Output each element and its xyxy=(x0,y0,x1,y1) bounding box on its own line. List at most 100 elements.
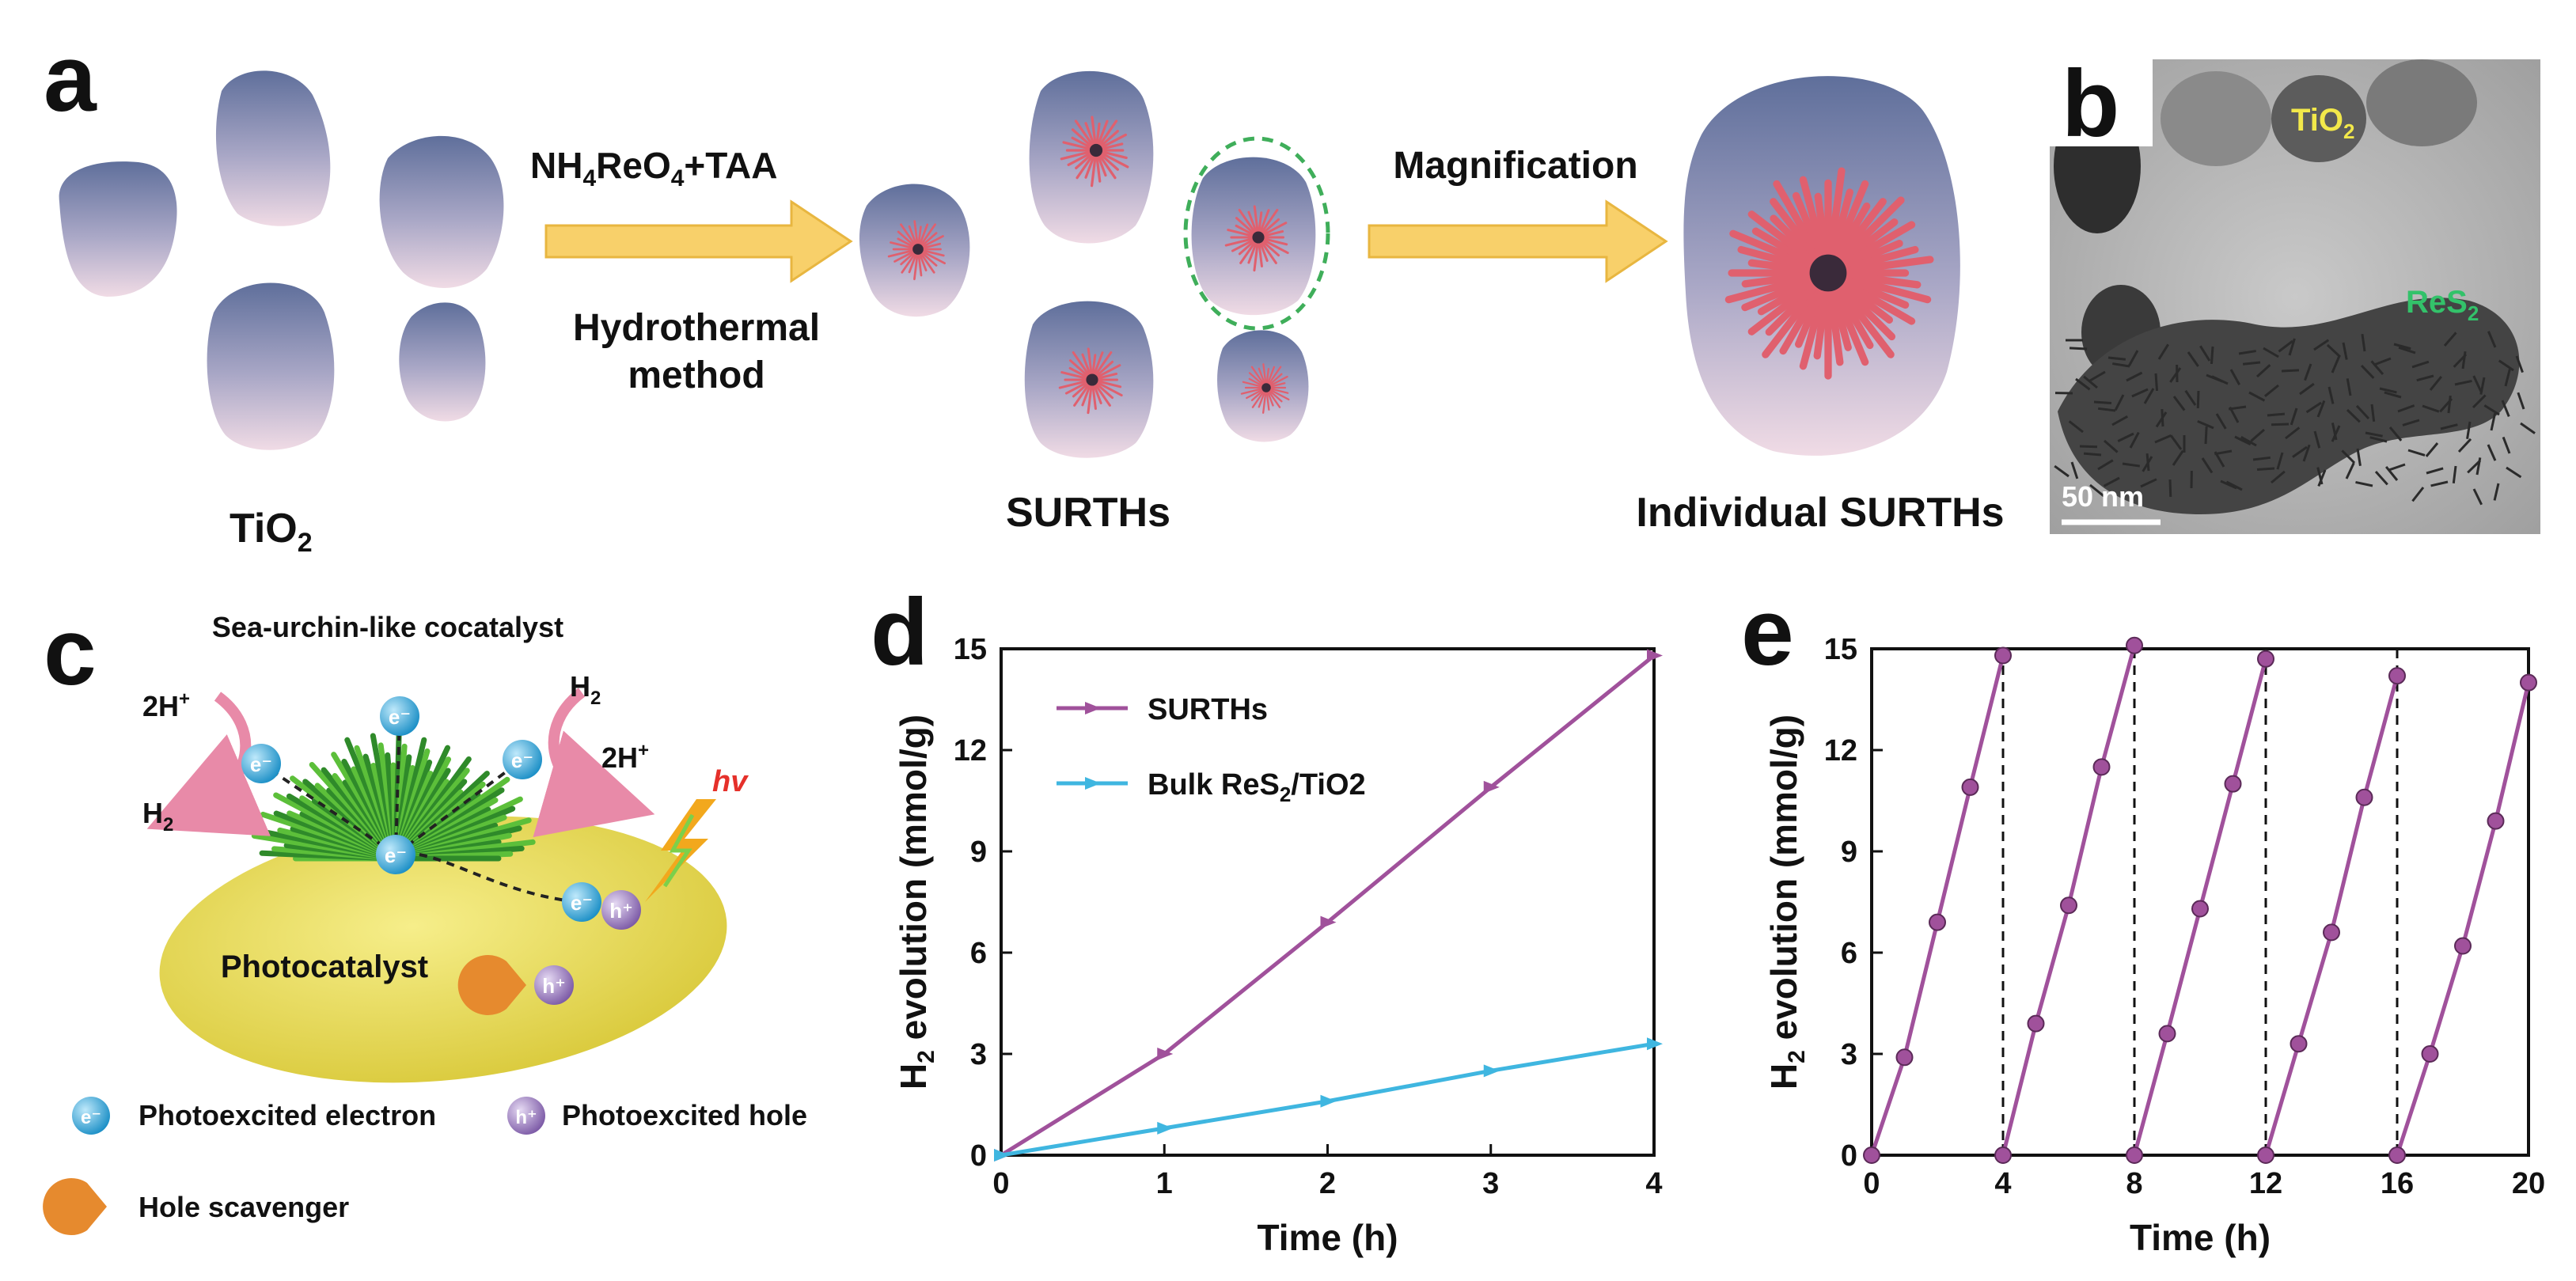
tem-label-res2: ReS2 xyxy=(2406,285,2479,325)
data-point xyxy=(1994,1146,2012,1164)
y-axis-label: H2 evolution (mmol/g) xyxy=(1763,714,1810,1090)
tem-flake xyxy=(2104,439,2119,453)
tem-flake xyxy=(2154,434,2172,444)
reaction-arrow xyxy=(544,199,853,283)
label-magnification: Magnification xyxy=(1393,145,1637,187)
y-tick-label: 3 xyxy=(1841,1038,1857,1071)
tem-flake xyxy=(2112,362,2130,368)
tem-texture xyxy=(2054,331,2536,506)
data-point xyxy=(2323,923,2340,942)
data-point xyxy=(2126,636,2143,654)
x-tick-label: 0 xyxy=(1863,1167,1880,1200)
tem-flake xyxy=(2131,388,2149,398)
tem-flake xyxy=(2487,444,2497,461)
tem-flake xyxy=(2103,476,2120,487)
x-tick-label: 4 xyxy=(1994,1167,2011,1200)
tem-flake xyxy=(2214,451,2225,468)
x-tick-label: 20 xyxy=(2512,1167,2545,1200)
tem-flake xyxy=(2111,415,2128,426)
data-point xyxy=(2027,1014,2045,1033)
tem-flake xyxy=(2384,391,2402,399)
electron: e⁻ xyxy=(562,882,601,922)
tio2-particle xyxy=(399,302,486,422)
data-point xyxy=(2388,1146,2406,1164)
x-tick-label: 4 xyxy=(1645,1167,1662,1200)
x-tick-label: 0 xyxy=(992,1167,1009,1200)
chart-e: 0 4 8 12 16 20 0 3 6 9 12 15 Time (h) H2 evolution (m… xyxy=(1763,633,2545,1258)
tem-flake xyxy=(2271,423,2290,426)
tem-flake xyxy=(2292,445,2308,458)
tem-flake xyxy=(2172,396,2186,411)
tem-flake xyxy=(2256,467,2275,472)
tem-flake xyxy=(2493,483,2500,501)
y-tick-label: 6 xyxy=(1841,937,1857,970)
tem-flake xyxy=(2242,361,2261,366)
tem-flake xyxy=(2440,423,2458,430)
tem-flake xyxy=(2069,347,2088,351)
tem-flake xyxy=(2397,404,2415,413)
tem-flake xyxy=(2426,467,2444,475)
tem-flake xyxy=(2411,487,2425,502)
series-line xyxy=(1000,654,1656,1158)
tio2-particle xyxy=(379,135,504,288)
proton-arrow-right xyxy=(533,688,655,837)
data-point xyxy=(1863,1146,1880,1164)
tem-flake xyxy=(2154,373,2159,392)
tem-flake xyxy=(2304,363,2312,381)
data-point xyxy=(2126,1146,2143,1164)
tem-flake xyxy=(2355,404,2370,420)
svg-text:e⁻: e⁻ xyxy=(571,891,593,915)
tem-flake xyxy=(2520,422,2536,434)
panel-label-a: a xyxy=(44,25,97,131)
tem-flake xyxy=(2255,364,2271,378)
y-tick-label: 12 xyxy=(1824,734,1857,767)
data-point xyxy=(1483,1064,1500,1078)
data-point xyxy=(1157,1121,1174,1135)
tem-flake xyxy=(2502,436,2511,454)
tem-flake xyxy=(2172,449,2184,466)
surths-particles xyxy=(859,70,1316,458)
electron: e⁻ xyxy=(380,696,419,736)
y-tick-label: 0 xyxy=(1841,1139,1857,1173)
tem-flake xyxy=(2402,419,2420,426)
electron-path xyxy=(394,758,524,856)
tem-flake xyxy=(2210,346,2214,365)
tem-flake xyxy=(2504,369,2511,387)
proton-arrow-left xyxy=(146,692,271,836)
tem-flake xyxy=(2373,357,2392,366)
data-point xyxy=(1994,646,2012,665)
urchin-center xyxy=(1809,254,1847,292)
electron: e⁻ xyxy=(503,740,542,779)
electron-path xyxy=(260,762,397,856)
data-point xyxy=(1961,778,1979,796)
tem-particle xyxy=(2366,59,2477,146)
svg-text:e⁻: e⁻ xyxy=(389,705,411,729)
x-axis-label: Time (h) xyxy=(1257,1217,1398,1258)
tem-flake xyxy=(2079,445,2098,449)
tem-flake xyxy=(2356,448,2362,466)
tem-flake xyxy=(2422,404,2440,413)
tem-flake xyxy=(2443,332,2457,347)
legend-electron: e⁻ xyxy=(72,1097,110,1135)
panel-b-label-bg xyxy=(2050,59,2153,146)
tem-flake xyxy=(2107,356,2126,361)
tem-flake xyxy=(2157,343,2169,360)
tem-flake xyxy=(2501,400,2510,417)
x-tick-label: 2 xyxy=(1319,1167,1336,1200)
series-line xyxy=(1869,654,2005,1156)
legend-hole: h⁺ xyxy=(507,1097,545,1135)
label-surths: SURTHs xyxy=(1006,490,1170,536)
tem-flake xyxy=(2267,412,2286,417)
svg-text:e⁻: e⁻ xyxy=(511,749,533,772)
tem-flake xyxy=(2316,400,2326,418)
plot-frame xyxy=(1870,647,2530,1157)
data-point xyxy=(1647,649,1663,662)
tem-flake xyxy=(2201,457,2214,474)
x-tick-label: 3 xyxy=(1482,1167,1499,1200)
legend-label: SURTHs xyxy=(1148,693,1268,726)
urchin-center xyxy=(1089,143,1103,157)
legend-scavenger-label: Hole scavenger xyxy=(138,1191,349,1223)
tem-flake xyxy=(2184,389,2197,406)
